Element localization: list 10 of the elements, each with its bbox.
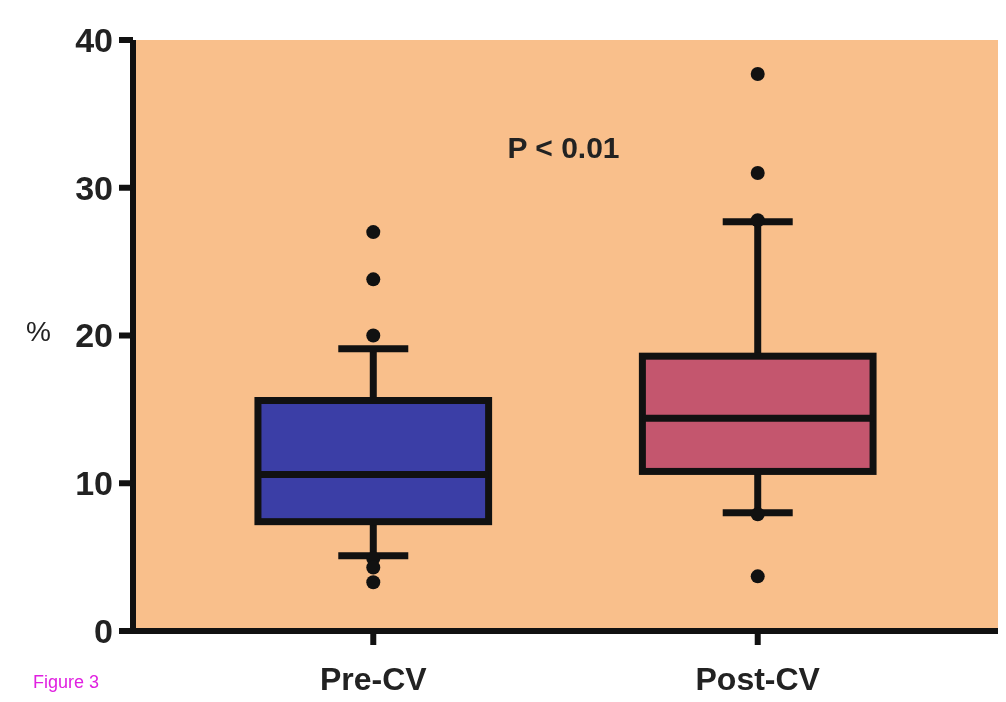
- y-axis-title: %: [26, 315, 51, 347]
- y-tick-label: 30: [75, 168, 113, 207]
- x-tick-label: Post-CV: [695, 661, 821, 697]
- caption: Figure 3: [33, 672, 100, 692]
- y-tick-label: 0: [94, 611, 113, 650]
- y-tick-label: 10: [75, 464, 113, 503]
- x-tick-label: Pre-CV: [319, 661, 428, 697]
- y-tick-label: 40: [75, 20, 113, 59]
- y-tick-label: 20: [75, 316, 113, 355]
- annotation: P < 0.01: [507, 131, 620, 164]
